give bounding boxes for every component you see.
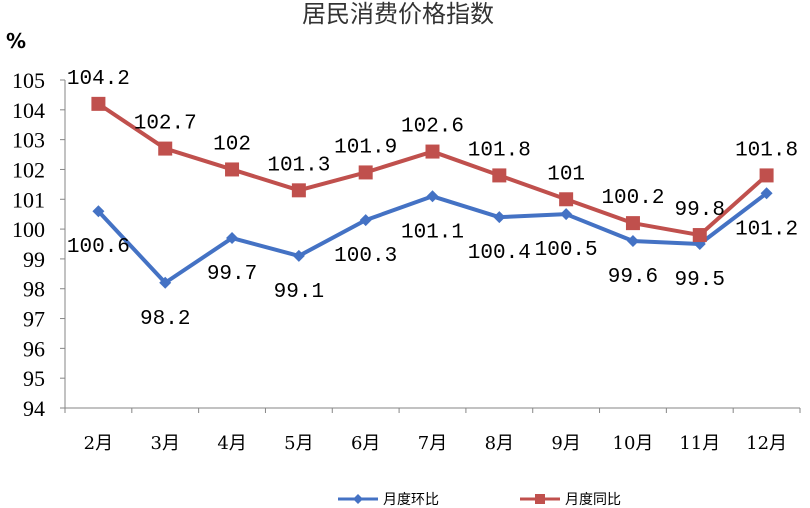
data-point-square [759,168,774,183]
data-point-square [358,165,373,180]
data-label: 100.6 [67,236,130,259]
chart-title: 居民消费价格指数 [302,0,494,28]
data-point-square [91,96,106,111]
data-point-square [692,228,707,243]
x-tick-label: 9月 [551,433,580,454]
data-point-diamond [493,211,506,224]
legend-label: 月度环比 [383,492,439,508]
x-tick-label: 8月 [485,433,514,454]
x-tick-label: 4月 [217,433,246,454]
data-label: 101 [547,163,585,186]
y-tick-label: 103 [12,128,45,153]
chart-legend: 月度环比 月度同比 [338,492,621,508]
data-label: 101.9 [334,136,397,159]
x-tick-label: 3月 [151,433,180,454]
data-label: 98.2 [140,308,190,331]
x-tick-labels: 2月 3月 4月 5月 6月 7月 8月 9月 10月 11月 12月 [84,433,787,454]
data-label: 101.8 [735,139,798,162]
data-point-diamond [626,235,639,248]
data-label: 101.3 [267,154,330,177]
data-label: 100.3 [334,245,397,268]
chart-axes [60,79,801,413]
data-point-square [425,144,440,159]
y-tick-label: 95 [23,366,45,391]
y-tick-label: 100 [12,217,45,242]
data-label: 102.7 [134,113,197,136]
data-label: 99.8 [675,199,725,222]
x-tick-label: 12月 [746,433,787,454]
x-tick-label: 11月 [679,433,720,454]
x-tick-label: 10月 [613,433,654,454]
data-point-square [625,216,640,231]
data-point-square [158,141,173,156]
y-tick-labels: 94 95 96 97 98 99 100 101 102 103 104 105 [12,68,45,421]
y-tick-label: 98 [23,277,45,302]
data-label: 99.5 [675,269,725,292]
data-label: 101.8 [468,139,531,162]
data-label: 100.5 [535,239,598,262]
data-label: 101.2 [735,218,798,241]
data-point-diamond [560,208,573,221]
data-label: 102 [213,133,251,156]
data-point-diamond [760,187,773,200]
data-point-square [225,162,240,177]
data-point-diamond [226,232,239,245]
data-label: 99.1 [274,281,324,304]
y-tick-label: 104 [12,98,45,123]
data-point-diamond [92,205,105,218]
y-tick-label: 94 [23,396,45,421]
data-point-diamond [426,190,439,203]
x-tick-label: 7月 [418,433,447,454]
y-tick-label: 102 [12,157,45,182]
data-label: 99.6 [608,266,658,289]
y-tick-label: 99 [23,247,45,272]
y-tick-label: 105 [12,68,45,93]
data-point-diamond [292,249,305,262]
y-tick-label: 96 [23,336,45,361]
x-tick-label: 2月 [84,433,113,454]
y-tick-label: 97 [23,307,45,332]
legend-marker-square [535,494,545,504]
data-point-square [291,183,306,198]
x-tick-label: 5月 [284,433,313,454]
legend-marker-diamond [353,494,363,504]
data-label: 99.7 [207,263,257,286]
data-label: 100.2 [601,187,664,210]
legend-label: 月度同比 [565,492,621,508]
x-tick-label: 6月 [351,433,380,454]
data-label: 100.4 [468,242,531,265]
data-label: 104.2 [67,68,130,91]
data-label: 101.1 [401,221,464,244]
data-point-diamond [159,276,172,289]
y-tick-label: 101 [12,187,45,212]
data-label: 102.6 [401,116,464,139]
y-axis-unit-label: % [6,29,26,53]
data-point-diamond [359,214,372,227]
data-point-square [492,168,507,183]
data-point-square [559,192,574,207]
series-group [91,96,774,289]
